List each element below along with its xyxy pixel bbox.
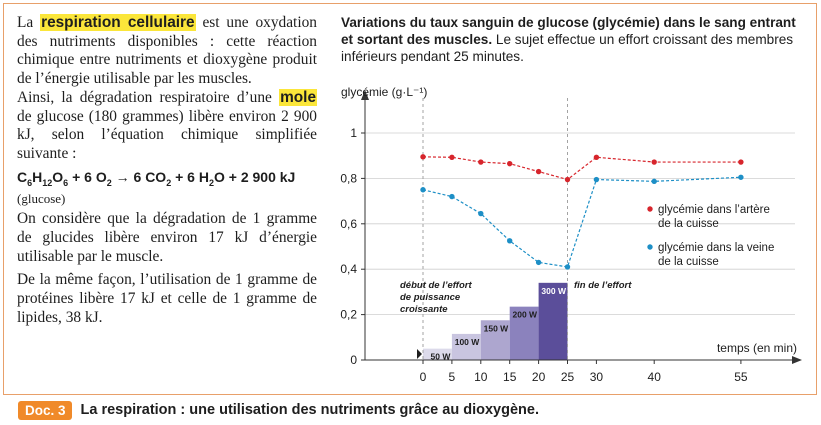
effort-bar — [538, 282, 568, 360]
eq-co2: → 6 CO — [111, 168, 167, 185]
y-tick-label: 0,6 — [340, 217, 357, 231]
document-frame — [3, 3, 817, 395]
legend-label: glycémie dans la veine — [658, 242, 774, 254]
legend-marker — [647, 244, 653, 250]
annotation-start: croissante — [400, 304, 448, 315]
series-line — [422, 156, 741, 181]
mole-rest: de glucose (180 grammes) libère environ … — [17, 107, 317, 162]
data-point — [738, 174, 744, 180]
eq-o2: + 6 O — [68, 168, 107, 185]
data-point — [478, 210, 484, 217]
effort-bar-label: 200 W — [513, 310, 539, 320]
eq-c: C — [17, 168, 28, 185]
mole-start: Ainsi, la dégradation respiratoire d’une — [17, 88, 280, 106]
x-tick-label: 30 — [590, 370, 604, 384]
glucose-note: (glucose) — [17, 191, 66, 207]
paragraph-intro: La respiration cellulaire est une oxydat… — [17, 14, 317, 89]
data-point — [535, 168, 542, 175]
intro-start: La — [17, 14, 41, 31]
chemical-equation: C6H12O6 + 6 O2 → 6 CO2 + 6 H2O + 2 900 k… — [17, 168, 317, 193]
y-tick-label: 0,4 — [340, 262, 357, 276]
effort-bar-label: 150 W — [484, 323, 510, 333]
keyword-mole: mole — [279, 88, 317, 106]
legend-marker — [647, 206, 653, 212]
effort-bar-label: 50 W — [431, 352, 452, 362]
eq-o-sub: 6 — [63, 177, 69, 188]
data-point — [593, 176, 600, 183]
effort-bar-label: 100 W — [455, 337, 481, 347]
y-axis-arrow — [361, 90, 369, 100]
annotation-start: de puissance — [400, 292, 461, 303]
legend-label: de la cuisse — [658, 218, 719, 230]
legend-label: de la cuisse — [658, 256, 719, 268]
legend-label: glycémie dans l’artère — [658, 204, 770, 216]
eq-o2-sub: 2 — [106, 177, 112, 188]
y-tick-label: 0 — [350, 353, 357, 367]
effort-bar — [509, 306, 539, 360]
text-column: La respiration cellulaire est une oxydat… — [17, 14, 317, 327]
x-tick-label: 5 — [449, 370, 456, 384]
data-point — [651, 178, 657, 185]
caption-text: La respiration : une utilisation des nut… — [80, 402, 539, 418]
x-tick-label: 25 — [561, 370, 575, 384]
data-point — [449, 193, 455, 200]
data-point — [564, 176, 571, 183]
chart-title: Variations du taux sanguin de glucose (g… — [341, 14, 811, 65]
eq-h2o: + 6 H — [171, 168, 209, 185]
eq-energy: O + 2 900 kJ — [213, 168, 296, 185]
paragraph-mole: Ainsi, la dégradation respiratoire d’une… — [17, 88, 317, 164]
series-line — [422, 176, 741, 268]
start-arrow-icon — [417, 349, 422, 359]
x-axis-arrow — [792, 356, 802, 364]
effort-bar — [480, 320, 510, 360]
eq-h-sub: 12 — [42, 177, 53, 188]
annotation-end: fin de l’effort — [574, 280, 632, 291]
data-point — [651, 159, 657, 165]
effort-bar-label: 300 W — [541, 286, 567, 296]
effort-bar — [451, 333, 481, 360]
x-tick-label: 15 — [503, 370, 517, 384]
y-tick-label: 0,2 — [340, 308, 357, 322]
x-tick-label: 20 — [532, 370, 546, 384]
data-point — [507, 160, 513, 167]
data-point — [449, 154, 455, 160]
x-tick-label: 10 — [474, 370, 488, 384]
doc-badge: Doc. 3 — [18, 400, 72, 420]
keyword-respiration: respiration cellulaire — [40, 14, 196, 31]
paragraph-proteins-lipids: De la même façon, l’utilisation de 1 gra… — [17, 271, 317, 326]
eq-co2-sub: 2 — [166, 177, 172, 188]
annotation-start: début de l’effort — [400, 280, 472, 291]
eq-o: O — [52, 168, 64, 185]
paragraph-glucides: On considère que la dégradation de 1 gra… — [17, 210, 317, 265]
y-tick-label: 0,8 — [340, 171, 357, 185]
caption: Doc. 3 La respiration : une utilisation … — [18, 400, 539, 420]
data-point — [535, 259, 542, 266]
data-point — [420, 154, 426, 160]
x-tick-label: 55 — [734, 370, 748, 384]
effort-bar — [423, 348, 452, 360]
eq-h2o-sub: 2 — [208, 177, 214, 188]
y-axis-label: glycémie (g·L⁻¹) — [341, 85, 427, 99]
intro-rest: est une oxydation des nutriments disponi… — [17, 14, 317, 88]
data-point — [478, 159, 484, 165]
chart-title-description: Le sujet effectue un effort croissant de… — [341, 32, 794, 64]
y-tick-label: 1 — [350, 126, 357, 140]
data-point — [564, 264, 571, 270]
data-point — [420, 187, 426, 193]
eq-h: H — [32, 168, 43, 185]
data-point — [593, 154, 600, 160]
eq-c-sub: 6 — [27, 177, 33, 188]
chart-title-bold: Variations du taux sanguin de glucose (g… — [341, 15, 796, 47]
data-point — [738, 159, 744, 165]
x-axis-label: temps (en min) — [717, 341, 797, 355]
x-tick-label: 0 — [420, 370, 427, 384]
data-point — [507, 238, 513, 244]
x-tick-label: 40 — [648, 370, 662, 384]
